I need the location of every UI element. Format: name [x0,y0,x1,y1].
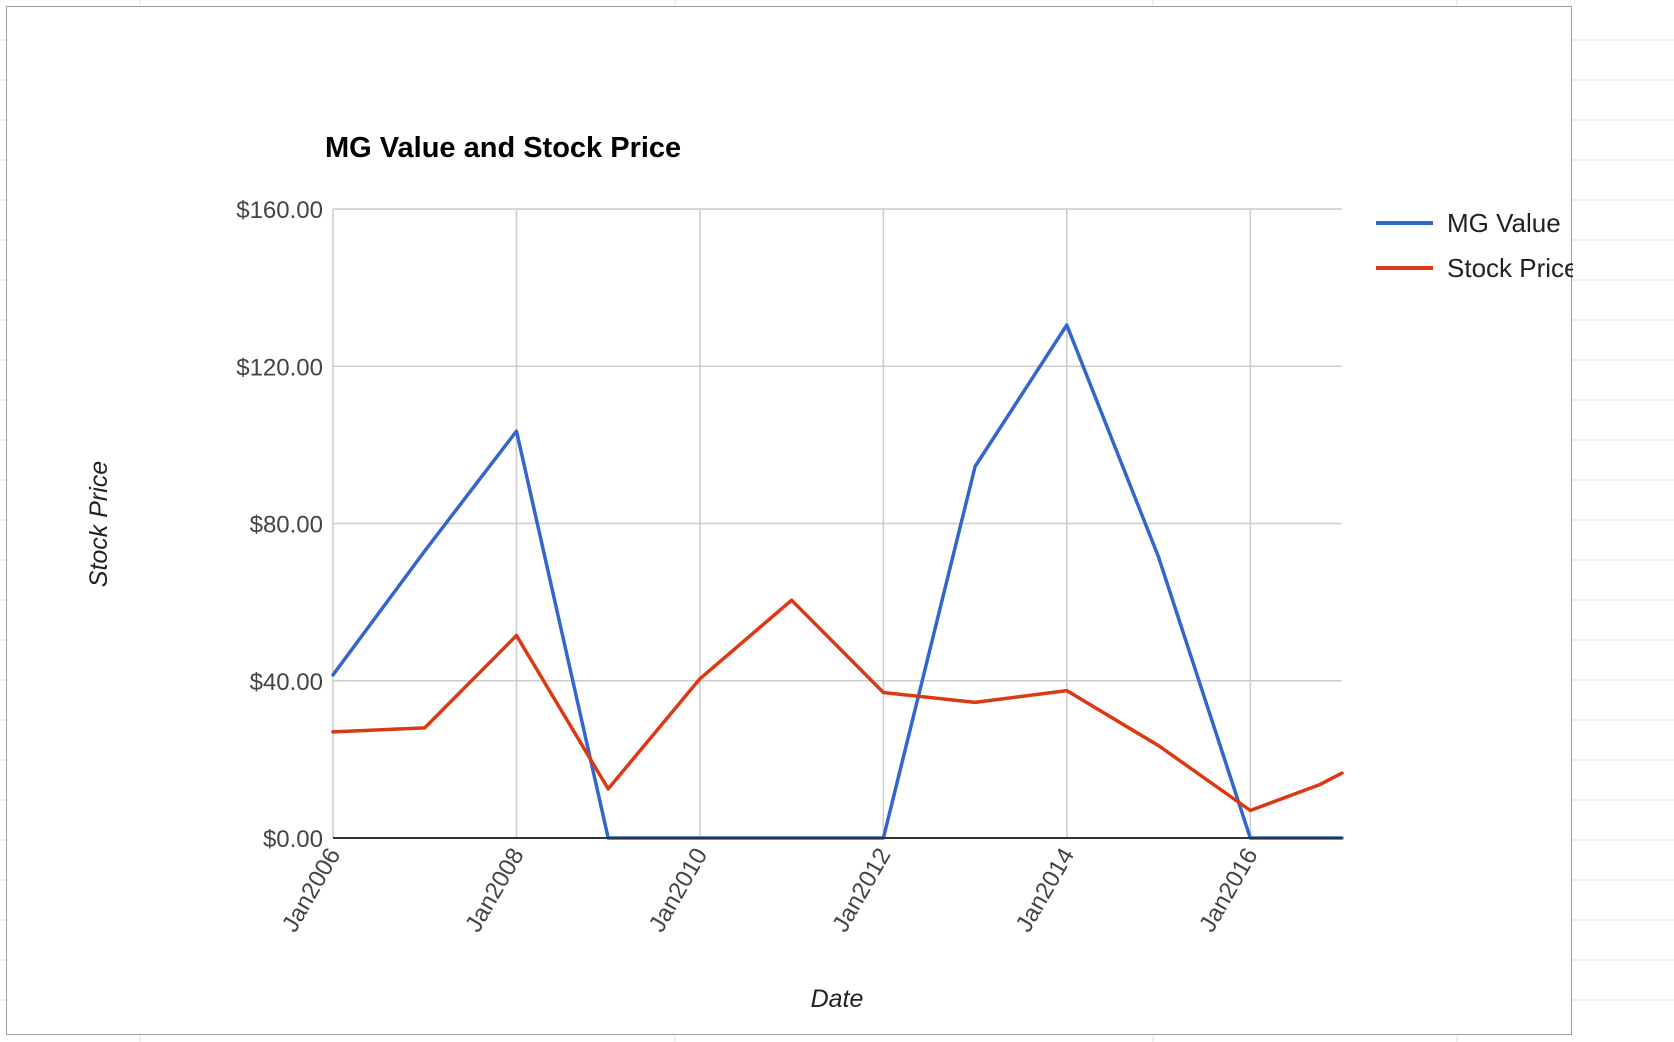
series-line-stock-price [331,598,1344,813]
x-tick-label: Jan2006 [277,844,346,937]
x-tick-label: Jan2016 [1194,844,1263,937]
y-tick-label: $160.00 [236,197,323,224]
x-tick-label: Jan2012 [827,844,896,937]
gridlines [332,208,1342,838]
series-line-mg-value [331,323,1344,840]
y-tick-label: $40.00 [250,669,323,696]
x-tick-label: Jan2014 [1011,844,1080,937]
y-tick-label: $120.00 [236,354,323,381]
x-axis-title: Date [811,985,864,1013]
legend[interactable]: MG Value Stock Price [1376,208,1573,283]
legend-label-mg-value: MG Value [1447,208,1561,238]
y-tick-label: $0.00 [263,826,323,853]
x-tick-label: Jan2010 [644,844,713,937]
chart-container[interactable]: $160.00 $120.00 $80.00 $40.00 $0.00 Jan2006 Ja… [6,6,1573,1035]
series-lines [331,323,1344,840]
x-tick-label: Jan2008 [460,844,529,937]
chart-title: MG Value and Stock Price [325,132,681,164]
legend-label-stock-price: Stock Price [1447,253,1573,283]
y-tick-label: $80.00 [250,512,323,539]
y-axis-title: Stock Price [85,461,113,587]
